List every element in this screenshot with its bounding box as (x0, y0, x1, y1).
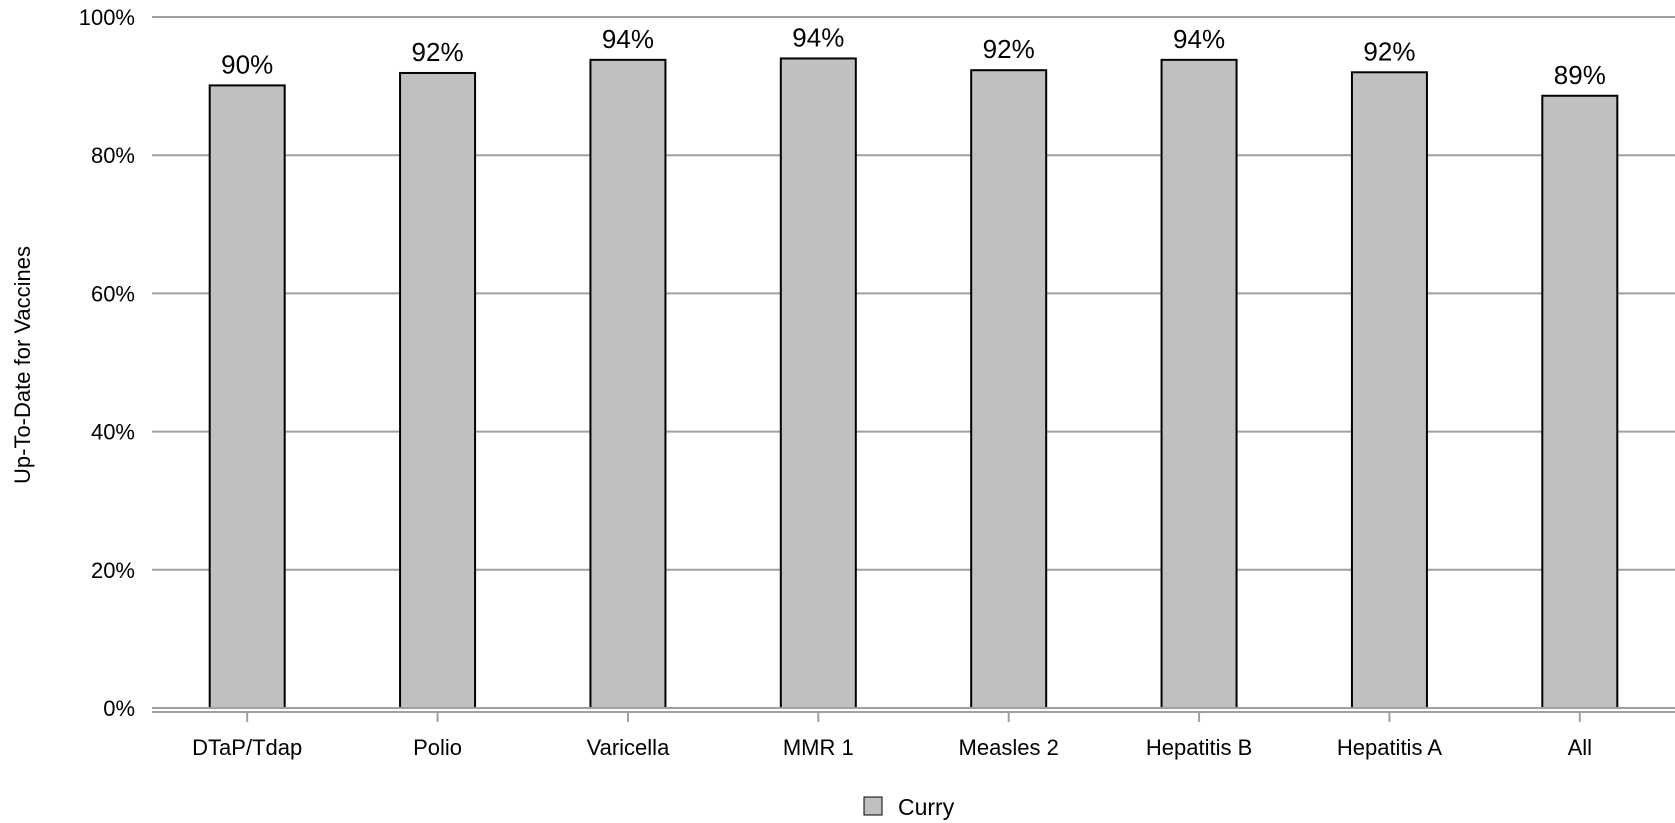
bar (208, 84, 286, 709)
x-axis: DTaP/Tdap Polio Varicella MMR 1 Measles 2 Hep… (152, 707, 1675, 760)
bar (970, 69, 1048, 710)
x-tick-label: Hepatitis B (1146, 735, 1252, 760)
bar (1350, 71, 1428, 709)
data-label: 90% (221, 49, 273, 79)
data-label: 92% (412, 37, 464, 67)
y-tick-label: 40% (91, 420, 135, 445)
data-label: 92% (1363, 36, 1415, 66)
x-tick-label: Varicella (587, 735, 671, 760)
y-tick-label: 80% (91, 143, 135, 168)
bar (399, 71, 477, 709)
x-tick-label: Polio (413, 735, 462, 760)
data-label: 94% (1173, 24, 1225, 54)
x-tick-label: Measles 2 (959, 735, 1059, 760)
y-axis: 0% 20% 40% 60% 80% 100% (79, 5, 135, 721)
legend: Curry (863, 794, 955, 820)
data-label: 94% (602, 24, 654, 54)
legend-label-curry: Curry (898, 794, 955, 820)
bar (1541, 94, 1619, 710)
y-axis-title: Up-To-Date for Vaccines (10, 246, 35, 484)
bar (1160, 58, 1238, 710)
data-label: 89% (1554, 60, 1606, 90)
data-label: 94% (792, 22, 844, 52)
y-tick-label: 0% (103, 696, 135, 721)
x-tick-label: Hepatitis A (1337, 735, 1442, 760)
bars: 90% 92% 94% 94% 92% 94% 92% 89% (208, 22, 1619, 710)
data-label: 92% (983, 34, 1035, 64)
bar (589, 58, 667, 710)
x-tick-label: MMR 1 (783, 735, 854, 760)
y-tick-label: 60% (91, 281, 135, 306)
x-tick-label: All (1568, 735, 1592, 760)
bar (779, 57, 857, 709)
gridlines (152, 16, 1675, 571)
y-tick-label: 20% (91, 558, 135, 583)
y-tick-label: 100% (79, 5, 135, 30)
legend-swatch-curry (863, 796, 883, 816)
x-tick-label: DTaP/Tdap (192, 735, 302, 760)
